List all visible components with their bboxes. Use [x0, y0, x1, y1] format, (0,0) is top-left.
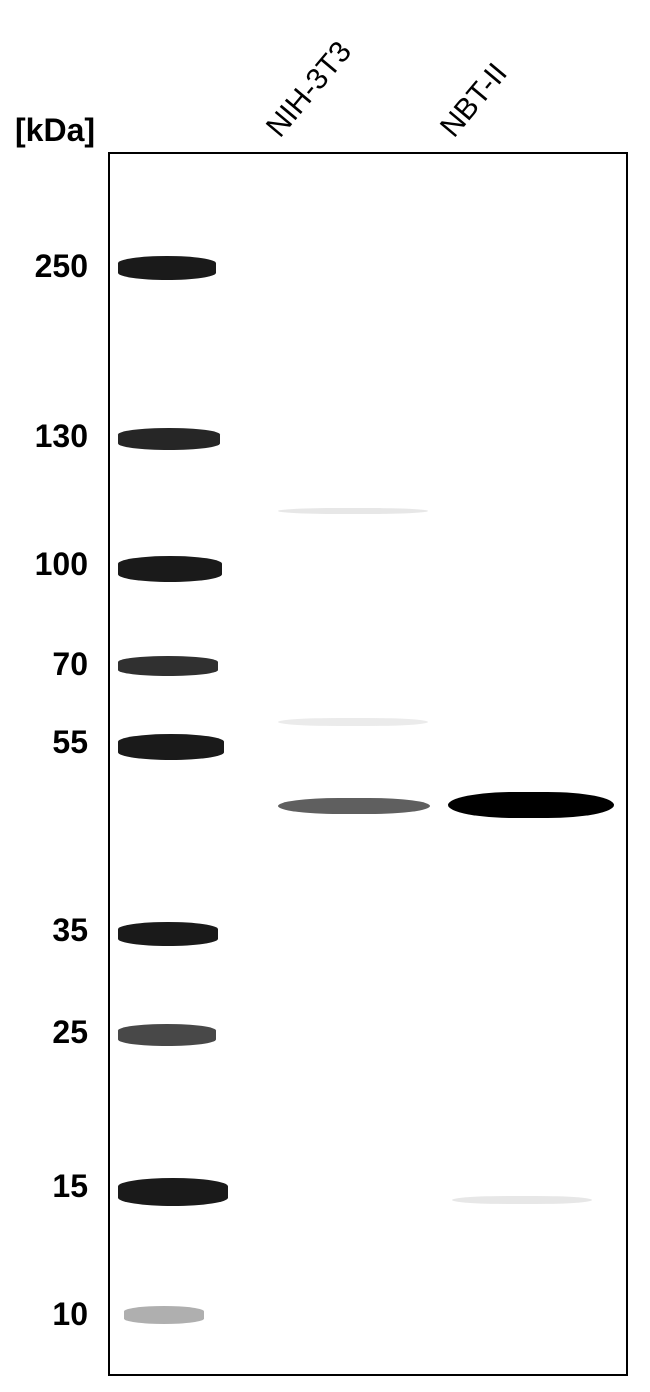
- western-blot-figure: [kDa] NIH-3T3 NBT-II 250 130 100 70 55 3…: [0, 0, 650, 1392]
- lane-label-1: NIH-3T3: [260, 35, 359, 144]
- ladder-band-100: [118, 556, 222, 582]
- ladder-label-55: 55: [18, 724, 88, 761]
- ladder-band-130: [118, 428, 220, 450]
- faint-band-3: [452, 1196, 592, 1204]
- faint-band-2: [278, 718, 428, 726]
- ladder-band-70: [118, 656, 218, 676]
- ladder-label-100: 100: [18, 546, 88, 583]
- ladder-label-70: 70: [18, 646, 88, 683]
- ladder-band-35: [118, 922, 218, 946]
- ladder-label-250: 250: [18, 248, 88, 285]
- sample-band-nih3t3: [278, 798, 430, 814]
- unit-label: [kDa]: [15, 112, 95, 149]
- faint-band-1: [278, 508, 428, 514]
- ladder-label-130: 130: [18, 418, 88, 455]
- lane-label-2: NBT-II: [434, 57, 515, 144]
- ladder-band-55: [118, 734, 224, 760]
- ladder-band-10: [124, 1306, 204, 1324]
- ladder-label-35: 35: [18, 912, 88, 949]
- ladder-label-25: 25: [18, 1014, 88, 1051]
- ladder-label-15: 15: [18, 1168, 88, 1205]
- sample-band-nbtii: [448, 792, 614, 818]
- ladder-label-10: 10: [18, 1296, 88, 1333]
- ladder-band-15: [118, 1178, 228, 1206]
- ladder-band-25: [118, 1024, 216, 1046]
- ladder-band-250: [118, 256, 216, 280]
